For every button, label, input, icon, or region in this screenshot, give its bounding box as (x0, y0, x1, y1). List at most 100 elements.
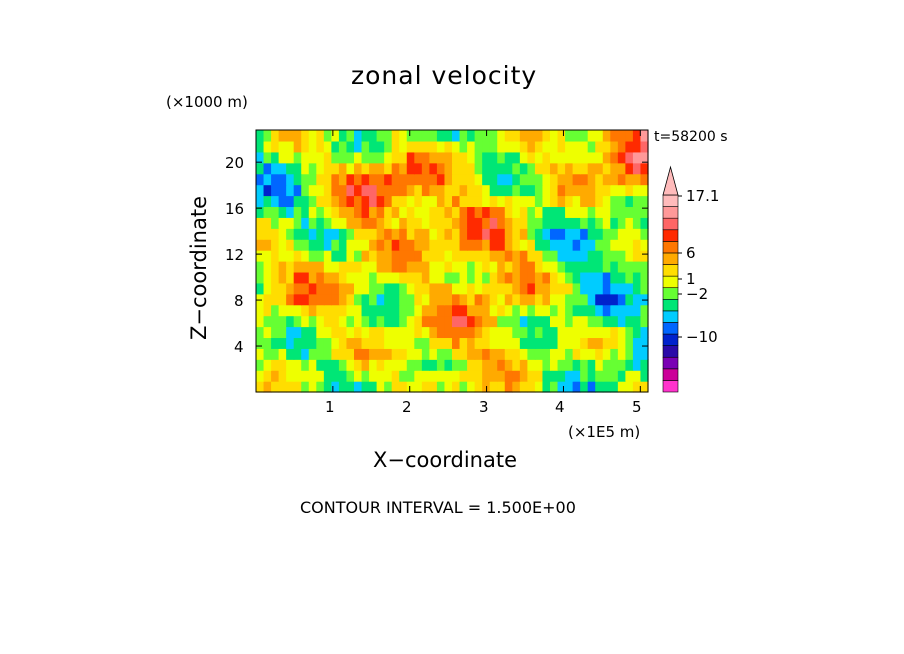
heatmap-cell (580, 239, 589, 251)
heatmap-cell (482, 195, 491, 208)
heatmap-cell (595, 195, 604, 208)
heatmap-cell (617, 217, 626, 229)
heatmap-cell (557, 293, 566, 306)
heatmap-cell (580, 184, 589, 197)
heatmap-cell (263, 370, 272, 382)
heatmap-cell (391, 151, 400, 164)
heatmap-cell (391, 304, 400, 317)
heatmap-cell (482, 337, 491, 349)
heatmap-cell (489, 337, 498, 349)
heatmap-cell (444, 261, 453, 273)
heatmap-cell (361, 304, 370, 317)
heatmap-cell (308, 228, 317, 240)
heatmap-cell (429, 326, 438, 339)
heatmap-cell (557, 184, 566, 197)
heatmap-cell (376, 130, 385, 142)
heatmap-cell (308, 315, 317, 328)
heatmap-cell (504, 315, 513, 328)
heatmap-cell (482, 239, 491, 251)
heatmap-cell (617, 261, 626, 273)
heatmap-cell (369, 282, 378, 295)
heatmap-cell (534, 206, 544, 218)
heatmap-cell (316, 250, 325, 262)
heatmap-cell (497, 271, 506, 284)
heatmap-cell (504, 271, 513, 284)
heatmap-cell (572, 304, 581, 317)
x-tick-label: 2 (402, 398, 412, 416)
heatmap-cell (301, 195, 310, 208)
heatmap-cell (557, 239, 566, 251)
heatmap-cell (354, 370, 363, 382)
heatmap-cell (338, 326, 348, 339)
heatmap-cell (572, 348, 581, 360)
colorbar-segment (662, 194, 679, 207)
heatmap-cell (421, 151, 430, 164)
heatmap-cell (346, 206, 355, 218)
heatmap-cell (286, 271, 295, 284)
heatmap-cell (504, 304, 513, 317)
heatmap-cell (293, 261, 302, 273)
heatmap-cell (414, 250, 423, 262)
heatmap-cell (436, 304, 446, 317)
heatmap-cell (436, 162, 446, 175)
heatmap-cell (293, 348, 302, 360)
heatmap-cell (489, 359, 498, 371)
heatmap-cell (602, 304, 611, 317)
heatmap-cell (580, 151, 589, 164)
heatmap-cell (542, 315, 551, 328)
heatmap-cell (354, 184, 363, 197)
heatmap-cell (482, 293, 491, 306)
heatmap-cell (271, 337, 280, 349)
heatmap-cell (534, 162, 544, 175)
heatmap-cell (308, 326, 317, 339)
heatmap-cell (595, 162, 604, 175)
colorbar-segment (662, 217, 679, 231)
heatmap-cell (504, 206, 513, 218)
heatmap-cell (301, 239, 310, 251)
heatmap-cell (346, 261, 355, 273)
heatmap-cell (512, 206, 521, 218)
heatmap-cell (301, 151, 310, 164)
heatmap-cell (436, 206, 446, 218)
heatmap-cell (602, 228, 611, 240)
heatmap-cell (316, 228, 325, 240)
heatmap-cell (572, 293, 581, 306)
heatmap-cell (316, 261, 325, 273)
heatmap-cell (625, 184, 634, 197)
heatmap-cell (384, 282, 393, 295)
heatmap-cell (293, 337, 302, 349)
heatmap-cell (369, 195, 378, 208)
heatmap-cell (361, 381, 370, 393)
heatmap-cell (512, 228, 521, 240)
heatmap-cell (399, 130, 408, 142)
heatmap-cell (572, 195, 581, 208)
heatmap-cell (497, 326, 506, 339)
heatmap-cell (338, 140, 348, 153)
heatmap-cell (595, 206, 604, 218)
heatmap-cell (308, 206, 317, 218)
heatmap-cell (316, 337, 325, 349)
heatmap-cell (301, 250, 310, 262)
heatmap-cell (527, 173, 536, 186)
heatmap-cell (512, 381, 521, 393)
heatmap-cell (617, 162, 626, 175)
heatmap-cell (632, 326, 642, 339)
heatmap-cell (278, 173, 287, 186)
heatmap-cell (617, 206, 626, 218)
heatmap-cell (263, 326, 272, 339)
heatmap-cell (497, 293, 506, 306)
heatmap-cell (391, 217, 400, 229)
heatmap-cell (316, 130, 325, 142)
heatmap-cell (323, 304, 332, 317)
heatmap-cell (376, 304, 385, 317)
heatmap-cell (565, 173, 574, 186)
heatmap-cell (308, 381, 317, 393)
heatmap-cell (565, 370, 574, 382)
heatmap-cell (301, 261, 310, 273)
heatmap-cell (361, 271, 370, 284)
heatmap-cell (436, 348, 446, 360)
heatmap-cell (482, 271, 491, 284)
heatmap-cell (519, 282, 528, 295)
heatmap-cell (534, 151, 544, 164)
heatmap-cell (376, 162, 385, 175)
